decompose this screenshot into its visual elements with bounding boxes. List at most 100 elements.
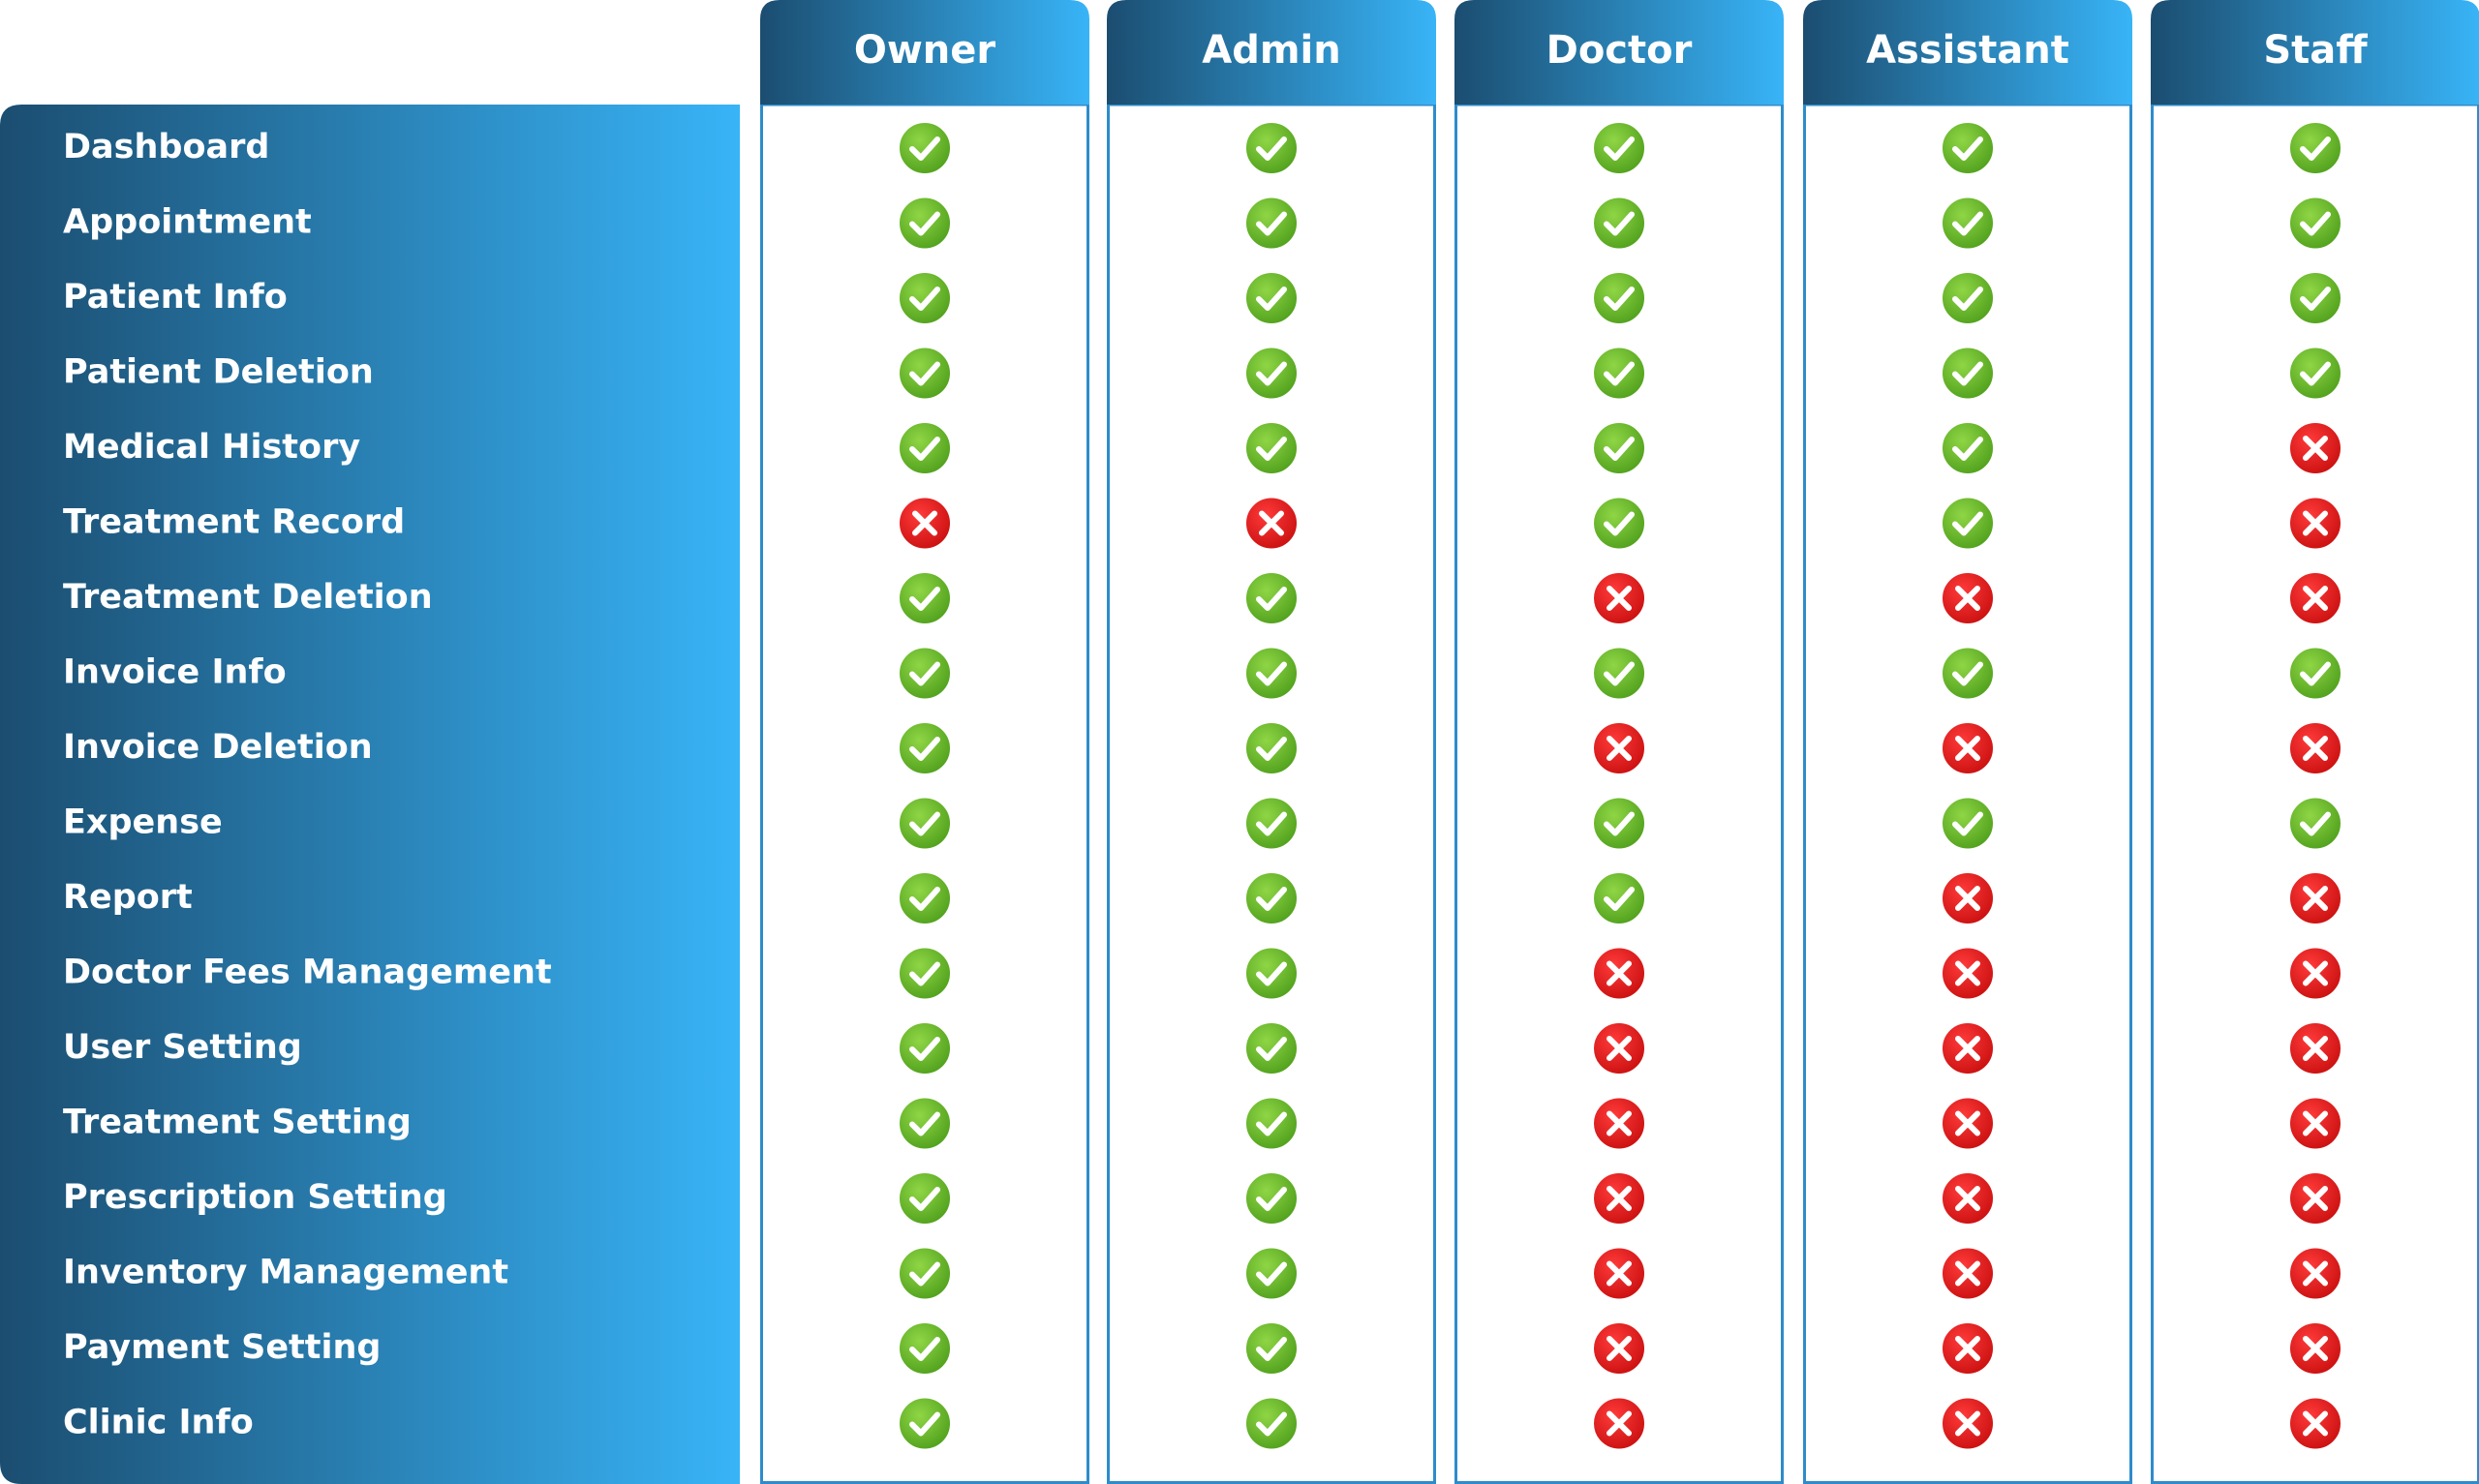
check-stroke — [2300, 211, 2331, 236]
check-stroke — [1952, 136, 1983, 161]
check-stroke — [909, 437, 940, 461]
icon-circle — [1244, 1096, 1299, 1151]
cross-icon — [2288, 1171, 2342, 1226]
check-stroke — [2300, 287, 2331, 311]
cross-icon — [2288, 421, 2342, 475]
icon-circle — [898, 946, 952, 1001]
check-icon — [1244, 121, 1299, 175]
check-stroke — [1952, 661, 1983, 686]
icon-circle — [898, 346, 952, 401]
check-icon — [898, 796, 952, 851]
icon-circle — [2288, 271, 2342, 325]
check-stroke — [1256, 1337, 1287, 1361]
check-stroke — [909, 887, 940, 911]
role-label: Staff — [2263, 28, 2368, 73]
cross-icon — [1941, 571, 1995, 625]
check-stroke — [2300, 361, 2331, 386]
cross-icon — [2288, 1096, 2342, 1151]
cross-icon — [898, 496, 952, 551]
role-label: Assistant — [1866, 28, 2069, 73]
check-stroke — [909, 961, 940, 986]
icon-circle — [1244, 1171, 1299, 1226]
check-stroke — [1256, 437, 1287, 461]
check-stroke — [1256, 211, 1287, 236]
check-icon — [1244, 421, 1299, 475]
icon-circle — [1941, 796, 1995, 851]
cross-icon — [1941, 1096, 1995, 1151]
cross-icon — [1941, 1246, 1995, 1301]
icon-circle — [1244, 421, 1299, 475]
check-stroke — [909, 587, 940, 611]
check-icon — [898, 121, 952, 175]
icon-circle — [1244, 121, 1299, 175]
feature-label: Patient Info — [63, 278, 288, 317]
cross-stroke — [2303, 1260, 2328, 1287]
cross-stroke — [2303, 960, 2328, 986]
feature-label: User Setting — [63, 1028, 302, 1067]
check-stroke — [1952, 287, 1983, 311]
check-stroke — [909, 737, 940, 761]
icon-circle — [1941, 646, 1995, 701]
check-icon — [1941, 346, 1995, 401]
cross-icon — [2288, 571, 2342, 625]
check-icon — [2288, 346, 2342, 401]
check-icon — [898, 1021, 952, 1075]
check-stroke — [2300, 661, 2331, 686]
check-stroke — [1256, 811, 1287, 836]
check-stroke — [909, 1037, 940, 1061]
cross-icon — [2288, 1021, 2342, 1075]
check-icon — [898, 571, 952, 625]
icon-circle — [898, 871, 952, 925]
check-stroke — [1604, 136, 1635, 161]
feature-label: Payment Setting — [63, 1328, 381, 1367]
icon-circle — [1244, 796, 1299, 851]
check-icon — [1244, 871, 1299, 925]
check-icon — [1592, 421, 1646, 475]
check-stroke — [909, 1337, 940, 1361]
role-header — [1107, 0, 1436, 105]
check-icon — [898, 946, 952, 1001]
check-icon — [1244, 346, 1299, 401]
cross-stroke — [1259, 510, 1284, 536]
feature-label: Doctor Fees Management — [63, 954, 552, 992]
feature-label: Medical History — [63, 428, 360, 467]
feature-label: Treatment Record — [63, 503, 405, 542]
cross-stroke — [1955, 1186, 1980, 1211]
check-stroke — [1256, 661, 1287, 686]
cross-stroke — [2303, 586, 2328, 611]
check-stroke — [909, 287, 940, 311]
feature-label: Inventory Management — [63, 1254, 508, 1292]
icon-circle — [898, 721, 952, 775]
check-icon — [1244, 1171, 1299, 1226]
cross-icon — [1592, 1246, 1646, 1301]
feature-label: Expense — [63, 803, 223, 842]
feature-label: Clinic Info — [63, 1404, 254, 1442]
check-stroke — [1256, 1187, 1287, 1211]
cross-icon — [2288, 1396, 2342, 1451]
check-icon — [1244, 946, 1299, 1001]
icon-circle — [898, 1321, 952, 1376]
check-icon — [1592, 346, 1646, 401]
check-stroke — [1256, 1037, 1287, 1061]
cross-stroke — [1607, 1336, 1632, 1361]
check-icon — [1592, 496, 1646, 551]
icon-circle — [1244, 1246, 1299, 1301]
cross-stroke — [1955, 886, 1980, 911]
check-stroke — [1256, 1111, 1287, 1136]
feature-label: Report — [63, 878, 193, 917]
cross-icon — [1592, 1321, 1646, 1376]
check-stroke — [909, 811, 940, 836]
check-icon — [1244, 1246, 1299, 1301]
check-stroke — [909, 1411, 940, 1437]
icon-circle — [1244, 871, 1299, 925]
icon-circle — [1941, 271, 1995, 325]
check-stroke — [1604, 287, 1635, 311]
check-icon — [2288, 796, 2342, 851]
cross-stroke — [1955, 586, 1980, 611]
icon-circle — [1941, 496, 1995, 551]
icon-circle — [1592, 196, 1646, 251]
check-stroke — [1256, 1261, 1287, 1287]
check-stroke — [909, 1187, 940, 1211]
icon-circle — [1244, 646, 1299, 701]
feature-label: Treatment Deletion — [63, 578, 433, 617]
